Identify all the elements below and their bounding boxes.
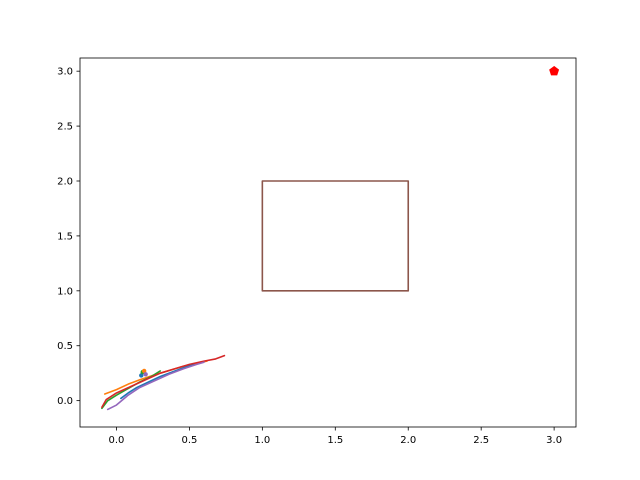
y-tick-label: 0.5 (57, 341, 73, 352)
series-line-5 (261, 180, 410, 292)
y-tick-label: 1.5 (57, 231, 73, 242)
axes: 0.0 0.5 1.0 1.5 2.0 2.5 3.0 0.0 0.5 1.0 1.5 2.0 2.5 3… (57, 57, 577, 446)
axes-frame (79, 57, 577, 428)
series-group (101, 180, 410, 411)
x-tick-label: 1.5 (327, 435, 343, 446)
y-tick-label: 0.0 (57, 396, 73, 407)
scatter-point-2-0 (141, 368, 147, 374)
series-line-4 (106, 361, 205, 411)
scatter-point-0-0 (139, 373, 144, 378)
series-line-3 (101, 354, 226, 409)
y-tick-label: 2.0 (57, 177, 73, 188)
series-line-1 (120, 363, 195, 400)
plot-area (101, 65, 560, 411)
x-tick-label: 0.5 (181, 435, 197, 446)
y-tick-label: 3.0 (57, 67, 73, 78)
y-tick-label: 2.5 (57, 122, 73, 133)
target-point (549, 65, 560, 76)
scatter-point-3-0 (143, 372, 148, 377)
x-tick-label: 2.5 (473, 435, 489, 446)
x-tick-label: 3.0 (546, 435, 562, 446)
x-tick-label: 0.0 (109, 435, 125, 446)
x-tick-label: 2.0 (400, 435, 416, 446)
x-tick-label: 1.0 (254, 435, 270, 446)
y-tick-label: 1.0 (57, 286, 73, 297)
